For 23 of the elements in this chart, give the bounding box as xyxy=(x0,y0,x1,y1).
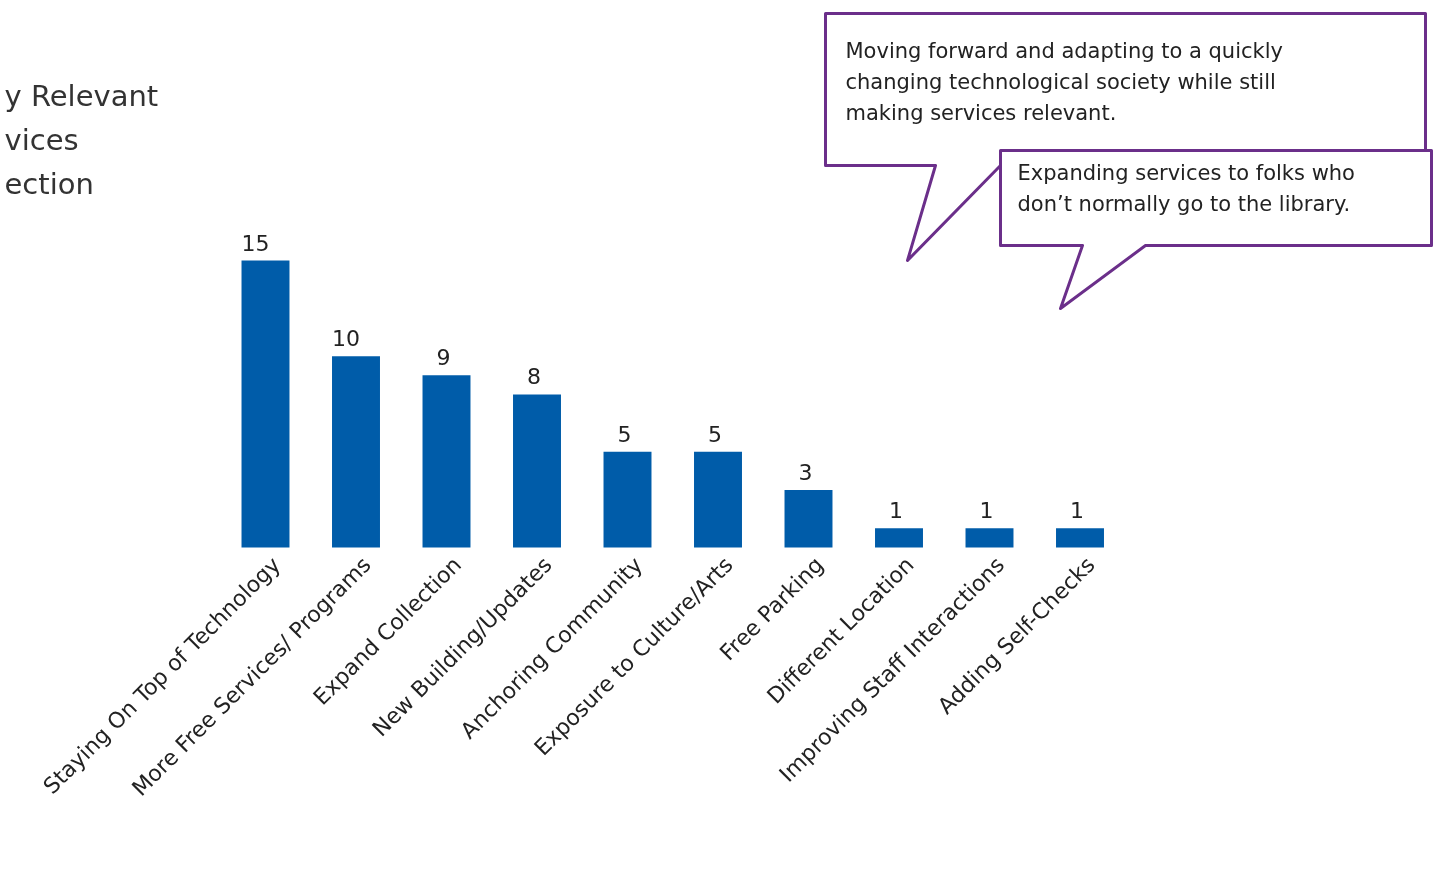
data-label: 10 xyxy=(332,326,361,352)
bar xyxy=(603,451,652,548)
data-label: 9 xyxy=(436,345,451,371)
bar xyxy=(513,394,561,548)
bar xyxy=(422,375,471,548)
data-label: 1 xyxy=(889,498,903,524)
data-label: 1 xyxy=(1070,498,1084,524)
data-label: 15 xyxy=(241,230,270,256)
text: Moving forward and adapting to a quickly changing technological society while still making services relevant. xyxy=(845,38,1283,125)
bar xyxy=(241,260,290,548)
bar xyxy=(1056,528,1104,548)
bar xyxy=(875,528,923,548)
data-label: 3 xyxy=(798,460,813,486)
bar xyxy=(332,356,380,548)
text: Expanding services to folks who don’t normally go to the library. xyxy=(1017,160,1355,216)
data-label: 8 xyxy=(527,364,541,390)
data-label: 1 xyxy=(979,498,994,524)
data-label: 5 xyxy=(708,421,722,447)
bar xyxy=(965,528,1014,548)
data-label: 5 xyxy=(617,421,632,447)
bar xyxy=(694,451,742,548)
chart-title: y Relevant vices ection xyxy=(4,78,159,201)
bar xyxy=(784,490,833,548)
